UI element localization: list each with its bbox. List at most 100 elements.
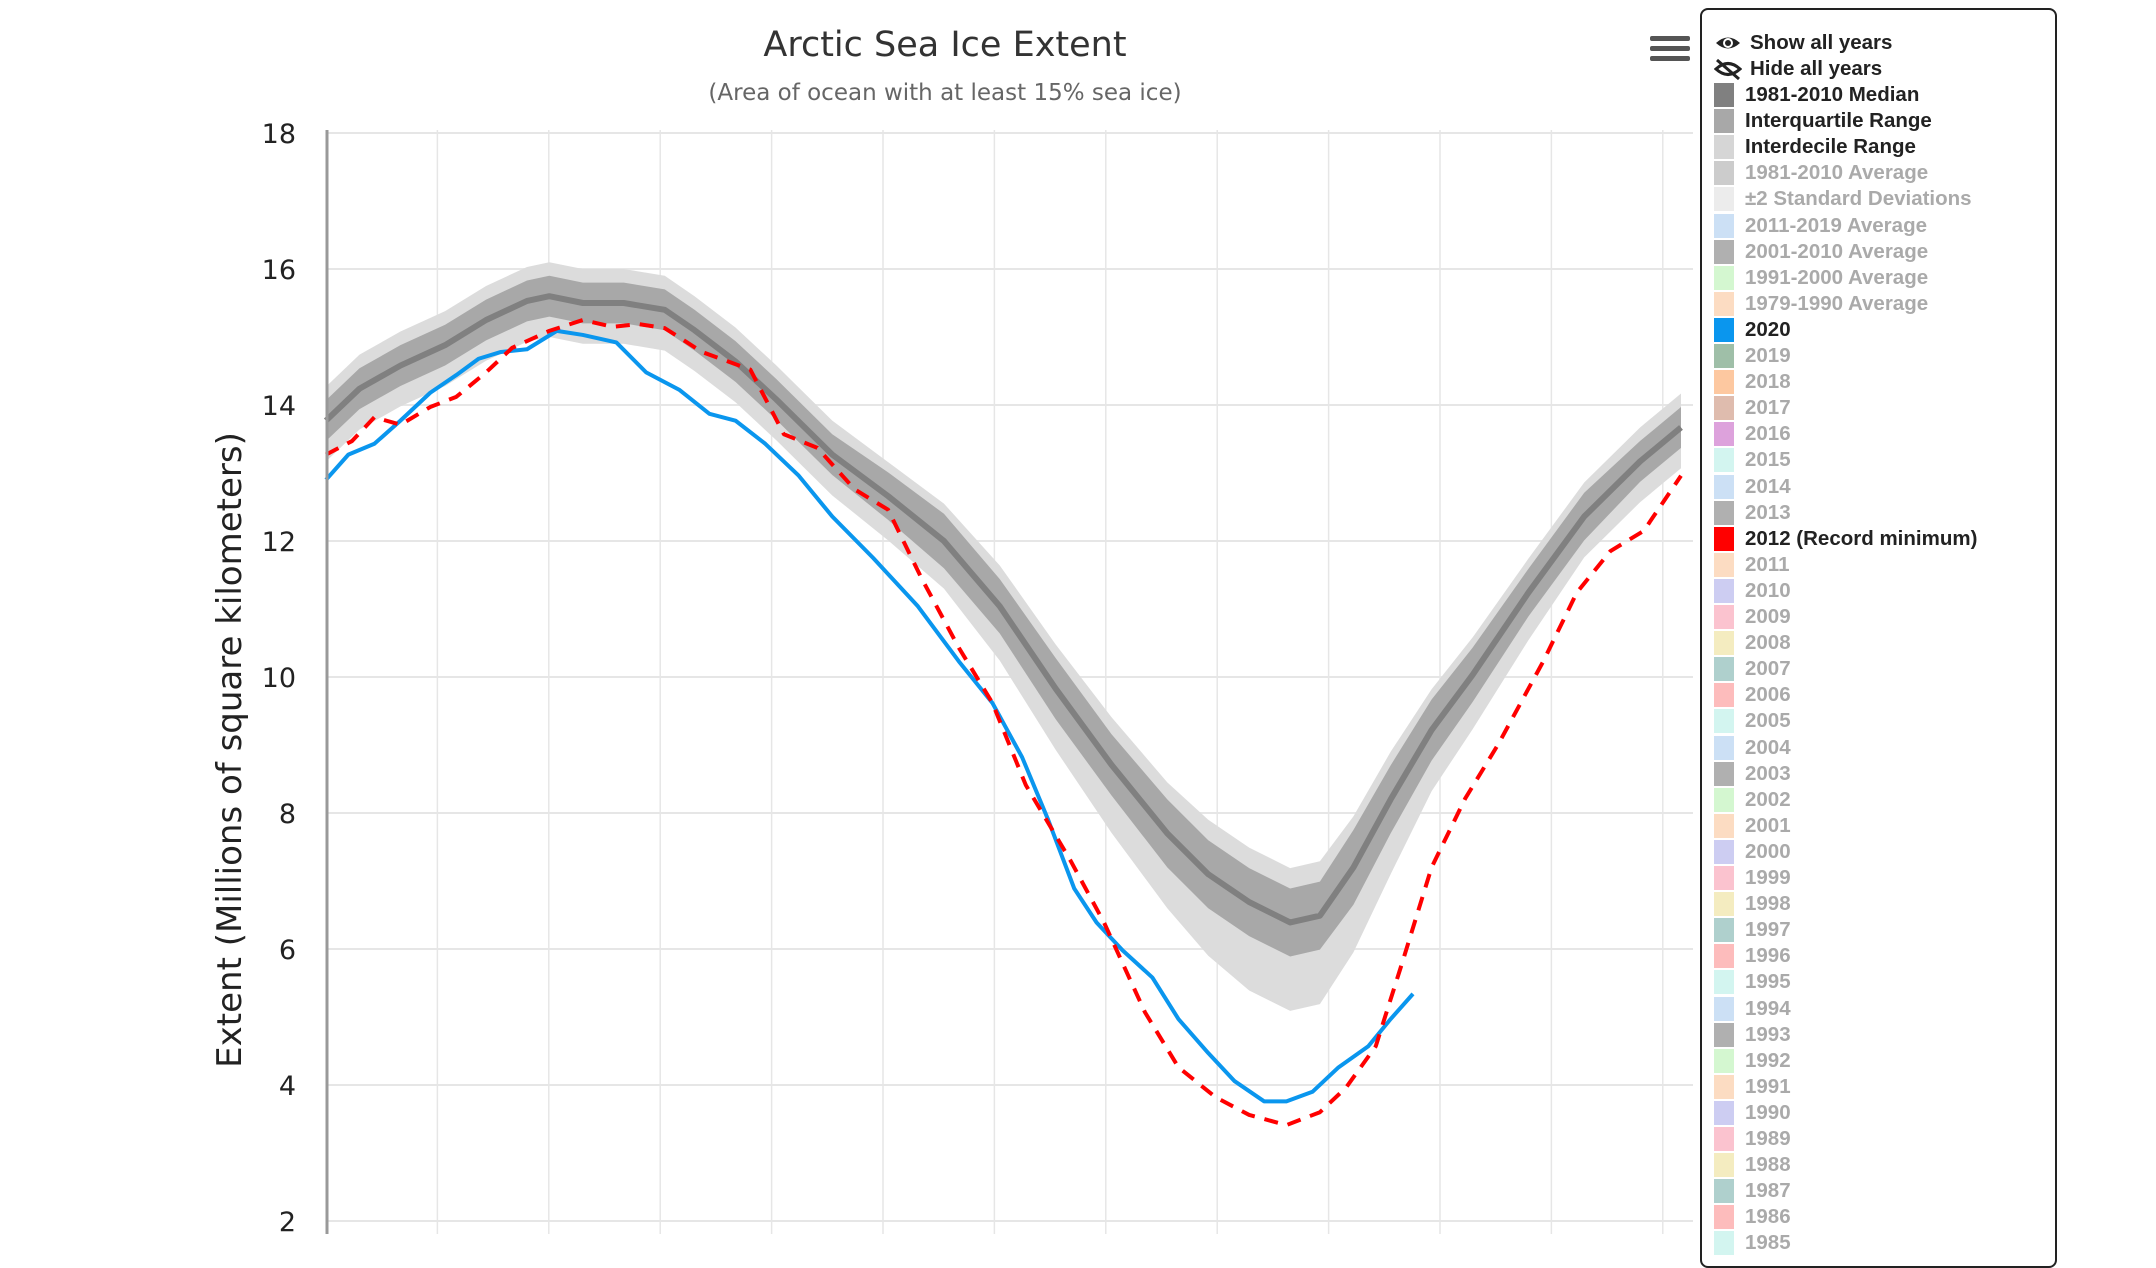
y-tick-label: 14 [262,391,296,422]
chart-subtitle: (Area of ocean with at least 15% sea ice… [708,80,1181,106]
show-all-years-button[interactable]: Show all years [1714,30,1892,56]
legend-item[interactable]: 2018 [1714,369,1791,395]
legend-item[interactable]: 1991 [1714,1074,1791,1100]
legend-item-label: 2007 [1745,657,1791,681]
menu-bar-icon [1650,36,1690,41]
legend-swatch [1714,239,1734,264]
legend-item[interactable]: 2014 [1714,474,1791,500]
legend-item[interactable]: 2002 [1714,787,1791,813]
legend-item[interactable]: 1991-2000 Average [1714,265,1928,291]
legend-item[interactable]: 2011 [1714,552,1789,578]
legend-swatch [1714,1022,1734,1047]
legend-swatch [1714,265,1734,290]
legend-item[interactable]: Interquartile Range [1714,108,1932,134]
legend-swatch [1714,735,1734,760]
legend-item[interactable]: ±2 Standard Deviations [1714,186,1972,212]
legend-item[interactable]: 1990 [1714,1100,1791,1126]
legend-item-label: 2018 [1745,370,1791,394]
legend-item[interactable]: 2020 [1714,317,1791,343]
legend-item[interactable]: 1981-2010 Median [1714,82,1919,108]
legend-item[interactable]: 1989 [1714,1126,1791,1152]
sea-ice-chart: Arctic Sea Ice Extent (Area of ocean wit… [210,25,1693,1234]
legend-item-label: 2013 [1745,500,1791,524]
legend-item[interactable]: 2019 [1714,343,1791,369]
legend-swatch [1714,709,1734,734]
legend-swatch [1714,370,1734,395]
legend-swatch [1714,552,1734,577]
legend-swatch [1714,683,1734,708]
y-tick-label: 8 [279,799,296,830]
legend-swatch [1714,1127,1734,1151]
legend-swatch [1714,813,1734,838]
legend-item[interactable]: 1979-1990 Average [1714,291,1928,317]
legend-item[interactable]: 1996 [1714,943,1791,969]
legend-item[interactable]: 1985 [1714,1230,1791,1256]
legend-item[interactable]: 1992 [1714,1048,1791,1074]
y-tick-label: 6 [279,935,296,966]
legend-item[interactable]: 2003 [1714,761,1791,787]
legend-item[interactable]: 2011-2019 Average [1714,213,1927,239]
menu-bar-icon [1650,56,1690,61]
legend-item[interactable]: 2015 [1714,447,1791,473]
legend-item[interactable]: 2016 [1714,421,1791,447]
y-tick-label: 12 [262,527,296,558]
legend-item[interactable]: 2006 [1714,682,1791,708]
legend-swatch [1714,944,1734,969]
hide-all-years-button[interactable]: Hide all years [1714,56,1882,82]
legend-item[interactable]: 1995 [1714,969,1791,995]
legend-item-label: 2016 [1745,422,1791,446]
legend-item[interactable]: 1998 [1714,891,1791,917]
show-all-years-label: Show all years [1750,31,1893,54]
legend-item-label: 2019 [1745,344,1791,367]
legend-item-label: 2004 [1745,735,1791,759]
eye-slash-icon [1714,58,1742,80]
legend-swatch [1714,83,1734,107]
legend-item[interactable]: 2001-2010 Average [1714,239,1928,265]
legend-item[interactable]: 2013 [1714,500,1791,526]
legend-item[interactable]: Interdecile Range [1714,134,1916,160]
legend-item[interactable]: 2000 [1714,839,1791,865]
legend-item[interactable]: 1986 [1714,1204,1791,1230]
legend-item[interactable]: 2004 [1714,735,1791,761]
legend-swatch [1714,1179,1734,1204]
legend-swatch [1714,1153,1734,1178]
legend-item-label: 2003 [1745,761,1791,785]
legend-item-label: 2020 [1745,317,1791,341]
legend-swatch [1714,187,1734,212]
legend-item[interactable]: 2008 [1714,630,1791,656]
legend-swatch [1714,892,1734,917]
lines [323,293,1683,1128]
legend-item-label: 1999 [1745,866,1791,889]
legend-item-label: 1985 [1745,1231,1791,1255]
legend-item-label: 2011-2019 Average [1745,213,1927,237]
legend-item[interactable]: 1997 [1714,917,1791,943]
legend-swatch [1714,918,1734,943]
legend-item[interactable]: 2007 [1714,656,1791,682]
legend-swatch [1714,578,1734,603]
legend-item[interactable]: 2012 (Record minimum) [1714,526,1977,552]
legend-item[interactable]: 1981-2010 Average [1714,160,1928,186]
legend-item[interactable]: 1999 [1714,865,1791,891]
legend-item-label: 1991-2000 Average [1745,265,1929,289]
legend-item[interactable]: 1994 [1714,996,1791,1022]
legend-item-label: 1991 [1745,1074,1791,1098]
legend-item-label: 2001-2010 Average [1745,239,1929,263]
y-tick-label: 10 [262,663,296,694]
legend-swatch [1714,422,1734,447]
hide-all-years-label: Hide all years [1750,57,1883,80]
legend-item[interactable]: 2001 [1714,813,1791,839]
legend-item[interactable]: 2017 [1714,395,1791,421]
legend-item-label: 1990 [1745,1100,1791,1124]
legend-item[interactable]: 1988 [1714,1152,1791,1178]
legend-item-label: 2005 [1745,709,1791,733]
legend-item[interactable]: 1987 [1714,1178,1791,1204]
legend-item[interactable]: 2005 [1714,708,1791,734]
legend-item-label: 2009 [1745,605,1791,628]
legend-swatch [1714,396,1734,421]
legend-item[interactable]: 2009 [1714,604,1791,630]
chart-menu-button[interactable] [1650,36,1690,66]
legend-item[interactable]: 2010 [1714,578,1791,604]
legend-swatch [1714,344,1734,368]
legend-swatch [1714,970,1734,995]
legend-item[interactable]: 1993 [1714,1022,1791,1048]
